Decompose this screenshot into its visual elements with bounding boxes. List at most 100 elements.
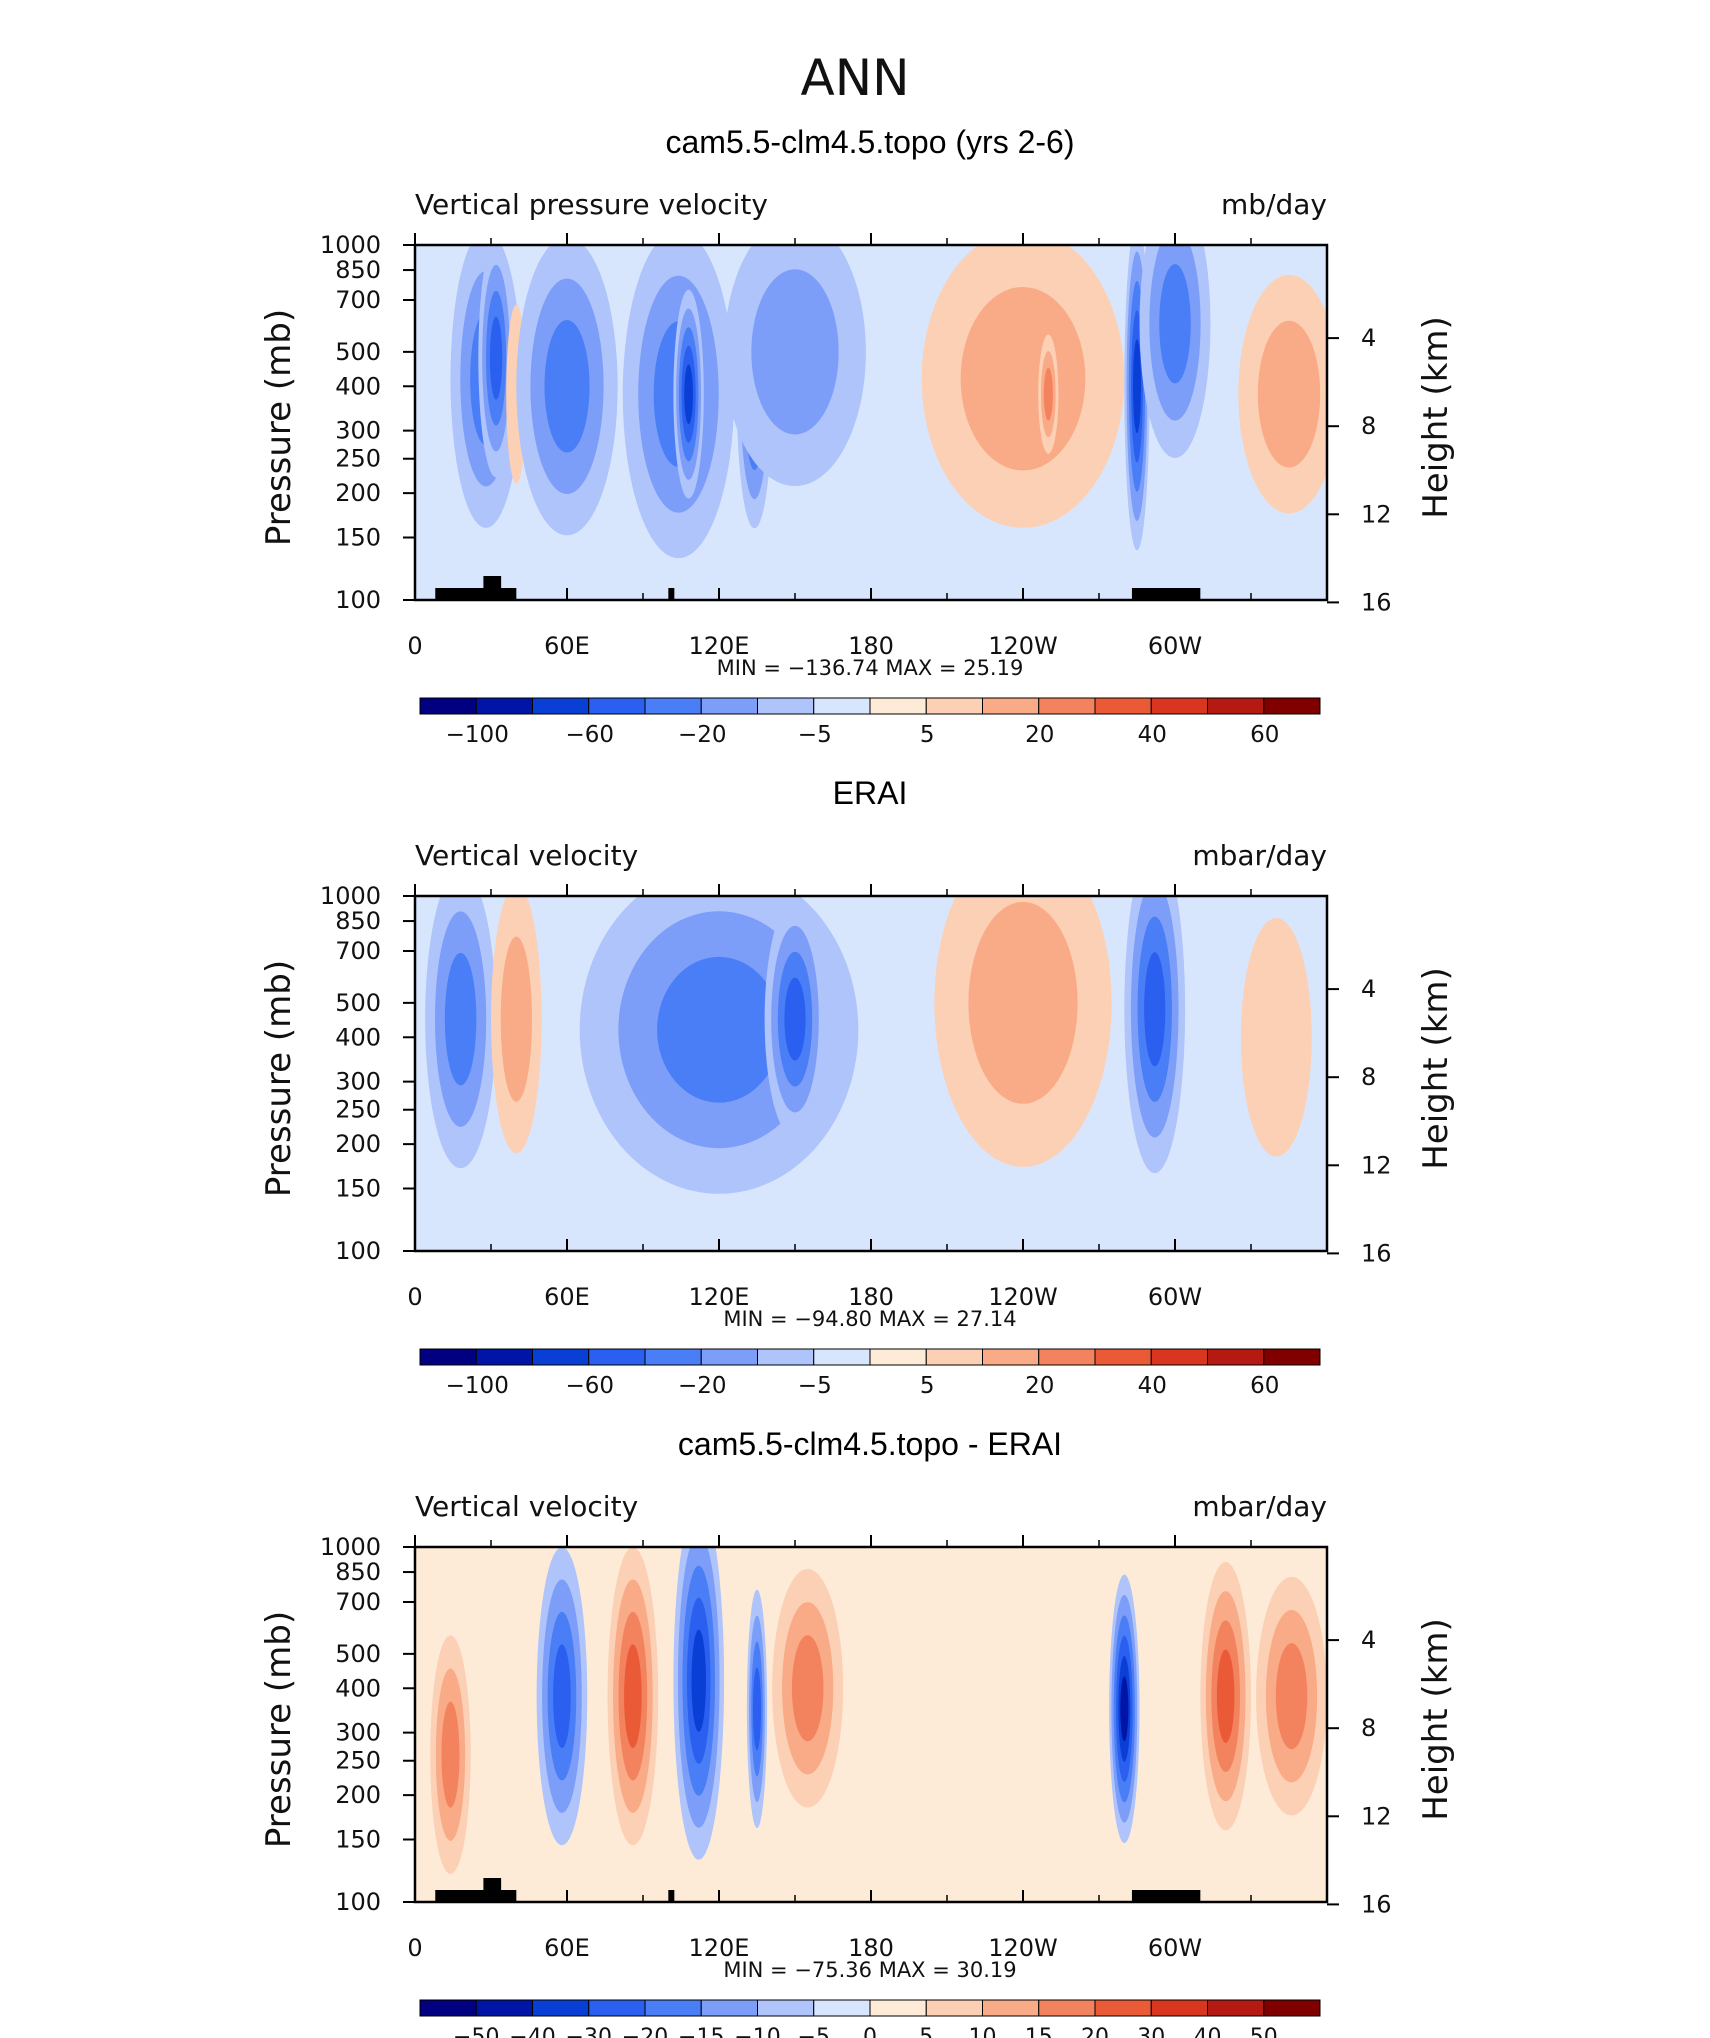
y-tick-label: 1000	[320, 882, 381, 910]
colorbar-swatch	[982, 697, 1040, 715]
topo-island	[668, 1890, 675, 1902]
colorbar-swatch	[813, 1999, 871, 2017]
contour-blob	[441, 1701, 460, 1808]
x-tick-label: 0	[407, 632, 422, 660]
y2-axis-label: Height (km)	[1416, 967, 1456, 1170]
colorbar: −100 −60 −20 −5 5 20 40 60	[419, 697, 1321, 748]
colorbar-label: 5	[919, 2025, 933, 2038]
colorbar-swatch	[813, 1348, 871, 1366]
colorbar-swatch	[644, 1348, 702, 1366]
y-tick-label: 700	[335, 286, 381, 314]
colorbar-label: −30	[566, 2025, 612, 2038]
colorbar-swatch	[1263, 697, 1321, 715]
min-max-stats: MIN = −75.36 MAX = 30.19	[723, 1958, 1016, 1982]
colorbar-swatch	[700, 1348, 758, 1366]
y-tick-label: 850	[335, 907, 381, 935]
colorbar-label: 30	[1137, 2025, 1165, 2038]
colorbar-swatch	[419, 1348, 477, 1366]
panel-units: mb/day	[1221, 188, 1327, 221]
topo-africa	[435, 588, 517, 600]
colorbar-swatch	[757, 1999, 815, 2017]
contour-blob	[489, 316, 503, 400]
colorbar-label: −100	[446, 1373, 509, 1399]
topo-island	[668, 588, 675, 600]
y-axis-label: Pressure (mb)	[259, 1611, 299, 1848]
colorbar-swatch	[419, 1999, 477, 2017]
contour-blob	[784, 977, 806, 1061]
panel-3: cam5.5-clm4.5.topo - ERAI Vertical veloci…	[259, 1426, 1456, 2038]
contour-field	[415, 896, 1327, 1251]
colorbar-swatch	[982, 1348, 1040, 1366]
panel-title: cam5.5-clm4.5.topo (yrs 2-6)	[665, 124, 1074, 160]
x-tick-label: 60W	[1148, 632, 1202, 660]
colorbar-label: 10	[969, 2025, 997, 2038]
contour-blob	[1159, 264, 1191, 384]
colorbar-swatch	[588, 697, 646, 715]
colorbar-label: 40	[1194, 2025, 1222, 2038]
figure-title: ANN	[800, 49, 909, 107]
colorbar-swatch	[475, 697, 533, 715]
contour-blob	[1144, 952, 1166, 1067]
y-tick-label: 850	[335, 1558, 381, 1586]
y2-tick-label: 16	[1361, 1890, 1392, 1918]
colorbar-label: 0	[863, 2025, 877, 2038]
y-tick-label: 700	[335, 937, 381, 965]
contour-blob	[791, 1635, 824, 1742]
y-tick-label: 400	[335, 1674, 381, 1702]
panels: cam5.5-clm4.5.topo (yrs 2-6) Vertical pre…	[259, 124, 1456, 2038]
contour-blob	[544, 320, 590, 453]
y-tick-label: 300	[335, 1719, 381, 1747]
x-tick-label: 60E	[544, 1283, 590, 1311]
contour-blob	[751, 269, 839, 435]
colorbar-label: −15	[678, 2025, 724, 2038]
colorbar-swatch	[1150, 1348, 1208, 1366]
topo-peak	[483, 576, 502, 600]
topography-mask	[435, 576, 1201, 600]
y-tick-label: 200	[335, 1781, 381, 1809]
contour-blob	[1120, 1676, 1129, 1742]
contour-blob	[1275, 1643, 1308, 1750]
colorbar-swatch	[1094, 1999, 1152, 2017]
colorbar-swatch	[475, 1348, 533, 1366]
contour-blob	[444, 952, 477, 1086]
colorbar-label: 15	[1025, 2025, 1053, 2038]
topo-peak	[483, 1878, 502, 1902]
colorbar-label: 60	[1250, 1373, 1279, 1399]
contour-blob	[1043, 367, 1053, 421]
colorbar-swatch	[532, 1348, 590, 1366]
x-tick-label: 180	[848, 632, 894, 660]
x-tick-label: 180	[848, 1283, 894, 1311]
colorbar-label: −100	[446, 722, 509, 748]
y-tick-label: 300	[335, 417, 381, 445]
colorbar-swatch	[1038, 697, 1096, 715]
y-tick-label: 250	[335, 1747, 381, 1775]
colorbar-swatch	[757, 697, 815, 715]
contour-field	[415, 1547, 1327, 1902]
colorbar-label: −20	[678, 1373, 727, 1399]
colorbar-swatch	[1263, 1348, 1321, 1366]
colorbar-swatch	[1150, 1999, 1208, 2017]
colorbar-label: 5	[920, 1373, 935, 1399]
colorbar-swatch	[588, 1999, 646, 2017]
colorbar-swatch	[532, 1999, 590, 2017]
colorbar-swatch	[869, 697, 927, 715]
y-tick-label: 700	[335, 1588, 381, 1616]
colorbar-label: −60	[565, 1373, 614, 1399]
y2-tick-label: 16	[1361, 588, 1392, 616]
topography-mask	[435, 1878, 1201, 1902]
colorbar-swatch	[475, 1999, 533, 2017]
min-max-stats: MIN = −136.74 MAX = 25.19	[717, 656, 1024, 680]
contour-blob	[553, 1644, 571, 1749]
colorbar-swatch	[1038, 1999, 1096, 2017]
y-tick-label: 500	[335, 1640, 381, 1668]
y2-tick-label: 4	[1361, 324, 1376, 352]
min-max-stats: MIN = −94.80 MAX = 27.14	[723, 1307, 1016, 1331]
y-axis-label: Pressure (mb)	[259, 960, 299, 1197]
colorbar-swatch	[982, 1999, 1040, 2017]
panel-2: ERAI Vertical velocity mbar/day 0 60E 120E 180…	[259, 775, 1456, 1399]
colorbar-swatch	[1094, 697, 1152, 715]
colorbar-swatch	[700, 1999, 758, 2017]
x-tick-label: 60E	[544, 1934, 590, 1962]
y-tick-label: 850	[335, 256, 381, 284]
